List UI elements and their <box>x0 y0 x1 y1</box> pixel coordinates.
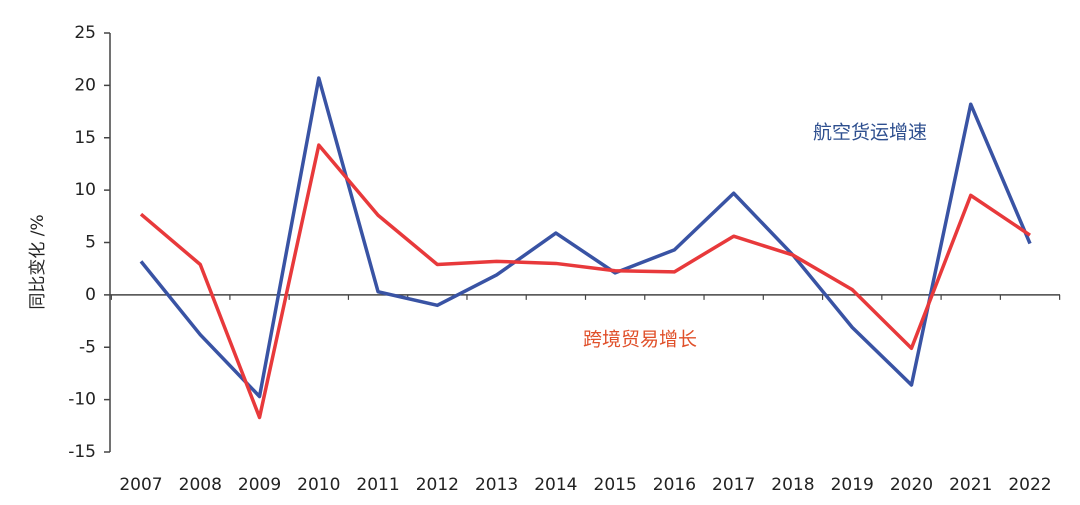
x-tick-label: 2020 <box>890 475 933 495</box>
y-tick-label: -15 <box>68 442 96 462</box>
x-tick-label: 2015 <box>594 475 637 495</box>
x-tick-label: 2008 <box>179 475 222 495</box>
x-tick-label: 2011 <box>356 475 399 495</box>
x-tick-label: 2009 <box>238 475 281 495</box>
x-tick-label: 2022 <box>1008 475 1051 495</box>
x-tick-label: 2014 <box>534 475 577 495</box>
series-line <box>139 143 1031 420</box>
x-tick-label: 2012 <box>416 475 459 495</box>
y-tick-label: 25 <box>74 23 96 43</box>
y-tick-label: -10 <box>68 390 96 410</box>
y-tick-label: -5 <box>79 337 96 357</box>
y-tick-label: 15 <box>74 128 96 148</box>
series-line <box>139 76 1032 399</box>
series-label: 航空货运增速 <box>813 122 927 144</box>
series-label: 跨境贸易增长 <box>583 329 697 351</box>
x-tick-label: 2019 <box>831 475 874 495</box>
x-tick-label: 2018 <box>771 475 814 495</box>
x-tick-label: 2010 <box>297 475 340 495</box>
x-tick-label: 2017 <box>712 475 755 495</box>
y-axis-label: 同比变化 /% <box>28 214 48 309</box>
x-tick-label: 2007 <box>119 475 162 495</box>
x-tick-label: 2013 <box>475 475 518 495</box>
x-tick-label: 2016 <box>653 475 696 495</box>
y-tick-label: 10 <box>74 180 96 200</box>
y-tick-label: 20 <box>74 75 96 95</box>
y-tick-label: 0 <box>85 285 96 305</box>
y-tick-label: 5 <box>85 233 96 253</box>
x-tick-label: 2021 <box>949 475 992 495</box>
